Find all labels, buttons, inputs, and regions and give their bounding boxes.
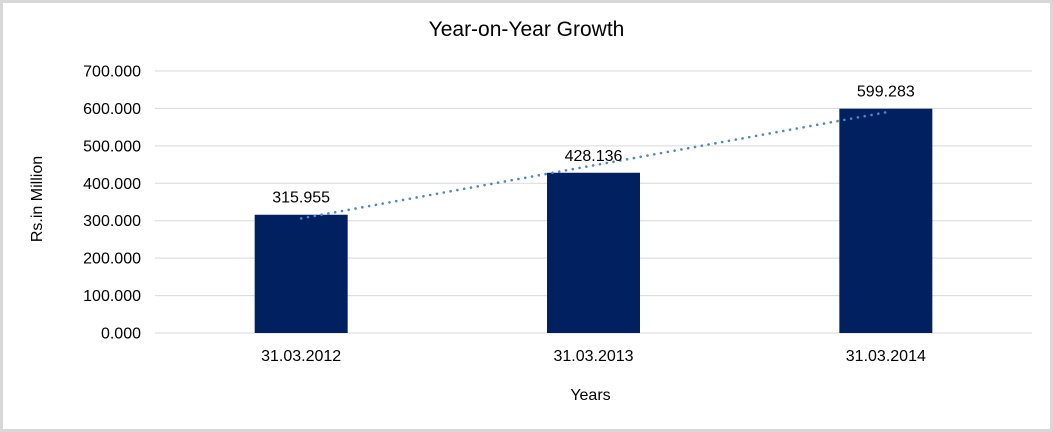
data-label: 428.136 — [565, 148, 623, 165]
trendline — [299, 111, 888, 220]
chart-title: Year-on-Year Growth — [428, 18, 625, 41]
y-tick-label: 500.000 — [83, 138, 141, 155]
y-tick-label: 600.000 — [83, 101, 141, 118]
data-label: 599.283 — [857, 84, 915, 101]
x-tick-label: 31.03.2014 — [846, 348, 926, 365]
bar — [254, 214, 348, 333]
y-tick-label: 300.000 — [83, 213, 141, 230]
y-tick-label: 700.000 — [83, 64, 141, 81]
y-tick-label: 100.000 — [83, 288, 141, 305]
data-label: 315.955 — [272, 190, 330, 207]
x-tick-label: 31.03.2013 — [553, 348, 633, 365]
y-tick-label: 200.000 — [83, 251, 141, 268]
plot-area: 0.000 100.000 200.000 300.000 400.000 500.000… — [83, 64, 1032, 365]
y-tick-label: 400.000 — [83, 176, 141, 193]
bar — [547, 172, 640, 333]
y-tick-label: 0.000 — [101, 326, 141, 343]
x-axis-title: Years — [570, 387, 611, 404]
bar — [839, 108, 933, 334]
x-tick-label: 31.03.2012 — [261, 348, 341, 365]
